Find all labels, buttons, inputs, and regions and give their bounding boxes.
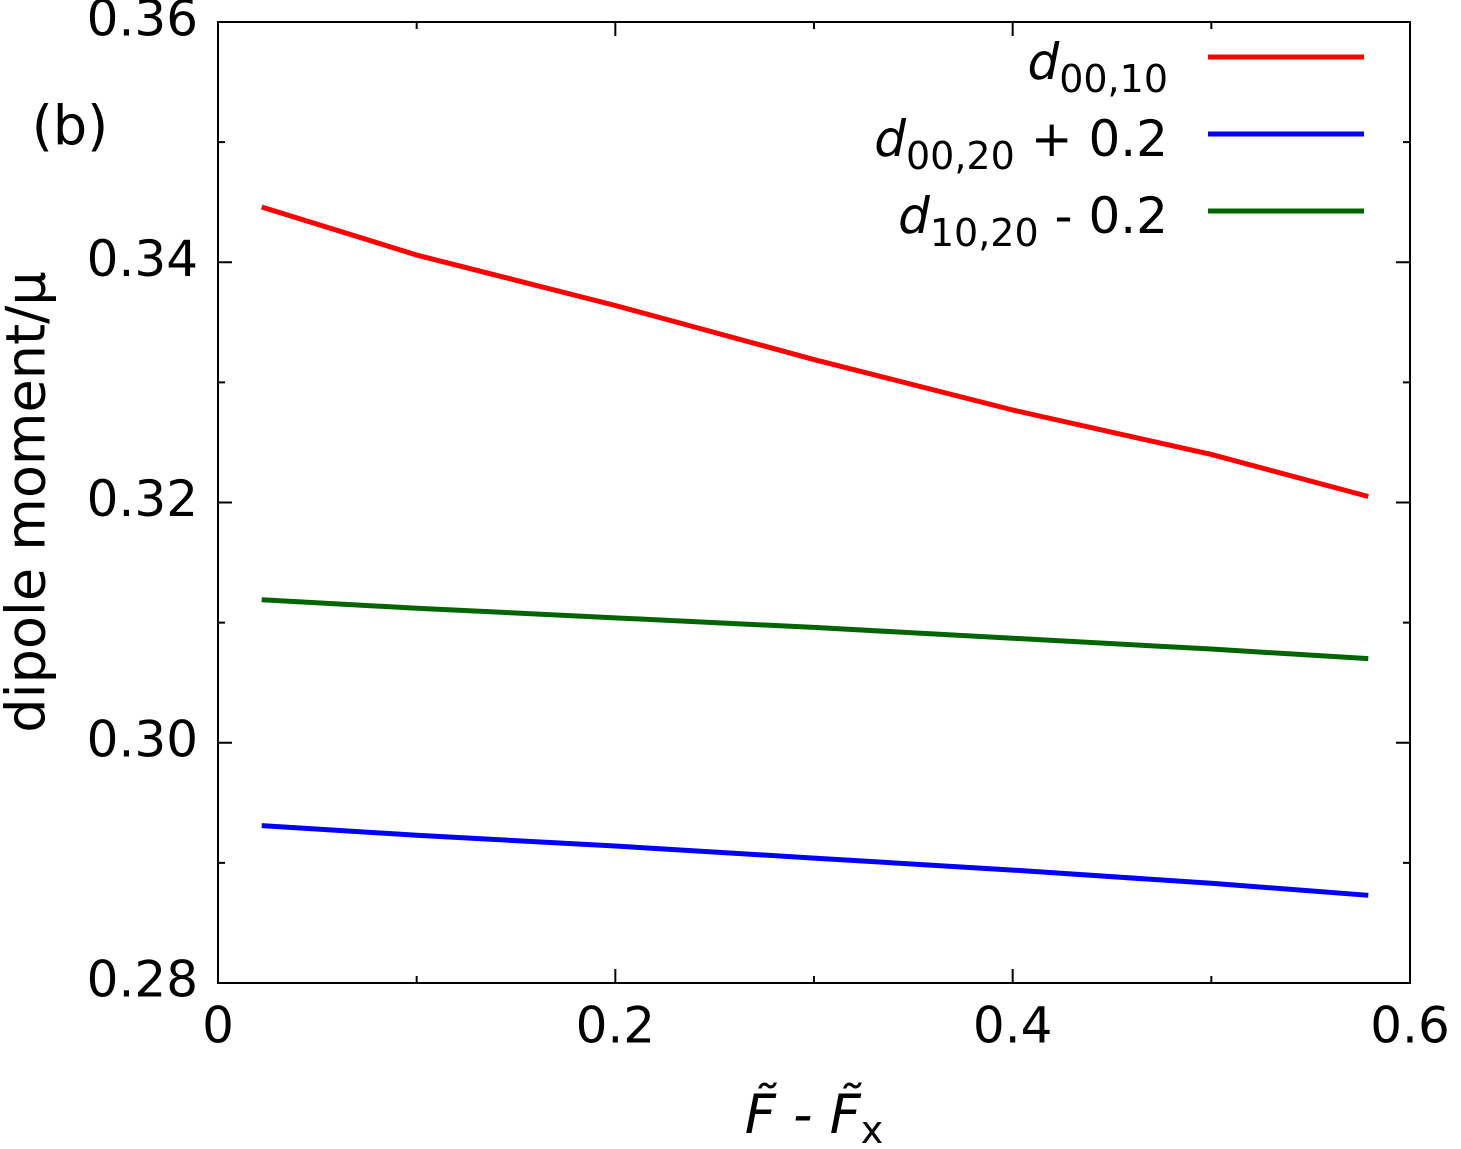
plot-frame (217, 21, 1411, 984)
series-line (260, 204, 1369, 499)
x-tick-label: 0 (202, 997, 234, 1055)
legend-label: d00,10 (1027, 33, 1168, 101)
y-tick-label: 0.36 (87, 0, 198, 48)
y-axis-label: dipole moment/μ (0, 271, 58, 732)
y-tick-label: 0.30 (87, 710, 198, 768)
x-tick-label: 0.4 (973, 997, 1053, 1055)
x-tick-label: 0.6 (1370, 997, 1450, 1055)
y-tick-label: 0.28 (87, 951, 198, 1009)
panel-label: (b) (32, 95, 108, 158)
legend-label: d00,20 + 0.2 (874, 110, 1168, 178)
y-tick-label: 0.34 (87, 230, 198, 288)
series-line (261, 597, 1369, 662)
x-tick-label: 0.2 (576, 997, 656, 1055)
y-tick-label: 0.32 (87, 470, 198, 528)
legend-label: d10,20 - 0.2 (898, 187, 1168, 255)
x-axis-label: F̃ - F̃x (745, 1083, 883, 1149)
series-line (261, 823, 1369, 898)
